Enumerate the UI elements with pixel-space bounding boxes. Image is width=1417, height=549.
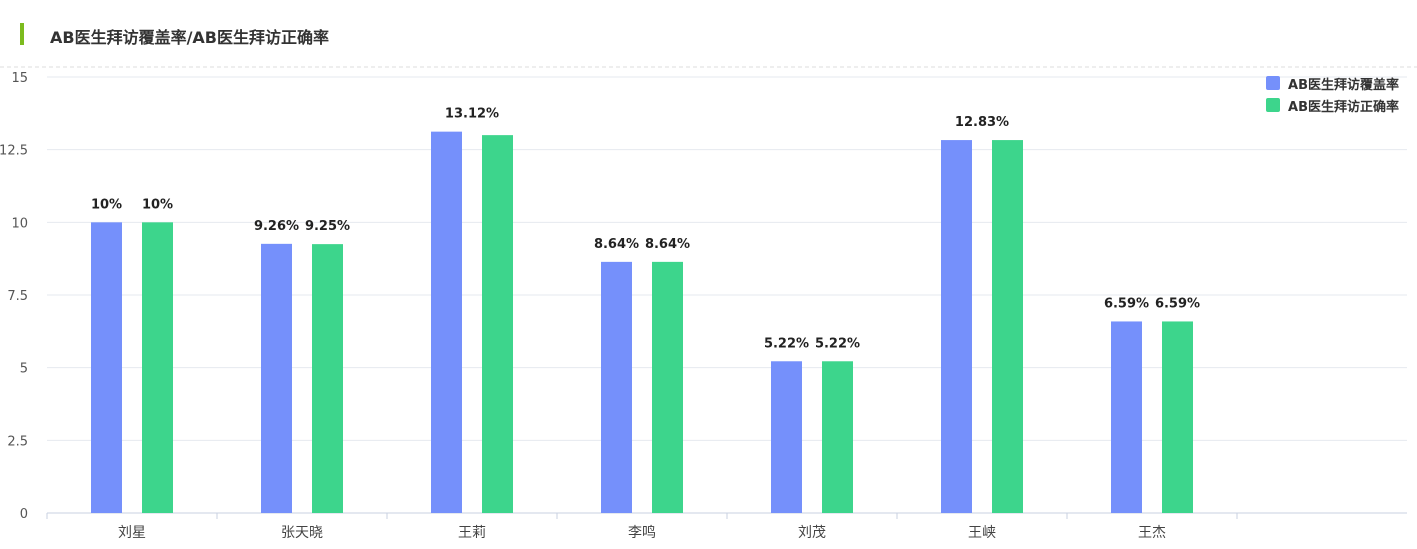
y-tick-label: 0	[20, 507, 28, 522]
x-tick-label: 李鸣	[628, 524, 656, 541]
chart-header: AB医生拜访覆盖率/AB医生拜访正确率	[0, 0, 1417, 68]
bar-data-label: 5.22%	[815, 336, 860, 351]
x-tick-label: 刘星	[118, 525, 146, 541]
y-tick-label: 10	[11, 216, 28, 231]
bar	[312, 244, 343, 513]
bar	[1111, 321, 1142, 513]
bar	[431, 131, 462, 514]
y-tick-label: 5	[20, 362, 28, 377]
legend-label-coverage: AB医生拜访覆盖率	[1288, 77, 1399, 93]
title-accent-bar	[20, 23, 24, 45]
bar	[652, 261, 683, 513]
y-tick-label: 12.5	[0, 144, 28, 159]
x-tick-label: 王杰	[1138, 525, 1166, 541]
bar	[1162, 321, 1193, 513]
bar	[261, 243, 292, 514]
x-tick-label: 王峡	[968, 525, 996, 541]
chart-title: AB医生拜访覆盖率/AB医生拜访正确率	[50, 28, 330, 47]
legend-swatch-accuracy	[1266, 98, 1281, 112]
group-data-label: 12.83%	[955, 115, 1009, 130]
legend-label-accuracy: AB医生拜访正确率	[1288, 99, 1399, 115]
legend: AB医生拜访覆盖率 AB医生拜访正确率	[1266, 72, 1399, 116]
bar	[601, 261, 632, 513]
bar-data-label: 8.64%	[645, 237, 690, 252]
bar-data-label: 9.25%	[305, 219, 350, 234]
legend-swatch-coverage	[1266, 76, 1281, 90]
bar-data-label: 10%	[91, 197, 122, 212]
bar	[822, 361, 853, 513]
bar-data-label: 6.59%	[1155, 296, 1200, 311]
bar	[771, 361, 802, 513]
legend-item-accuracy[interactable]: AB医生拜访正确率	[1266, 94, 1399, 116]
x-tick-label: 王莉	[458, 525, 486, 541]
x-tick-label: 张天晓	[281, 525, 323, 541]
bar	[142, 222, 173, 514]
bar	[91, 222, 122, 514]
bar	[482, 135, 513, 513]
bar-data-label: 9.26%	[254, 219, 299, 234]
y-tick-label: 15	[11, 71, 28, 86]
bar	[992, 140, 1023, 514]
bar-data-label: 10%	[142, 197, 173, 212]
x-tick-label: 刘茂	[798, 524, 826, 541]
bar-data-label: 8.64%	[594, 237, 639, 252]
legend-item-coverage[interactable]: AB医生拜访覆盖率	[1266, 72, 1399, 94]
bar-data-label: 6.59%	[1104, 296, 1149, 311]
bar	[941, 140, 972, 514]
group-data-label: 13.12%	[445, 107, 499, 122]
bar-data-label: 5.22%	[764, 336, 809, 351]
y-tick-label: 7.5	[7, 289, 28, 304]
y-tick-label: 2.5	[7, 434, 28, 449]
